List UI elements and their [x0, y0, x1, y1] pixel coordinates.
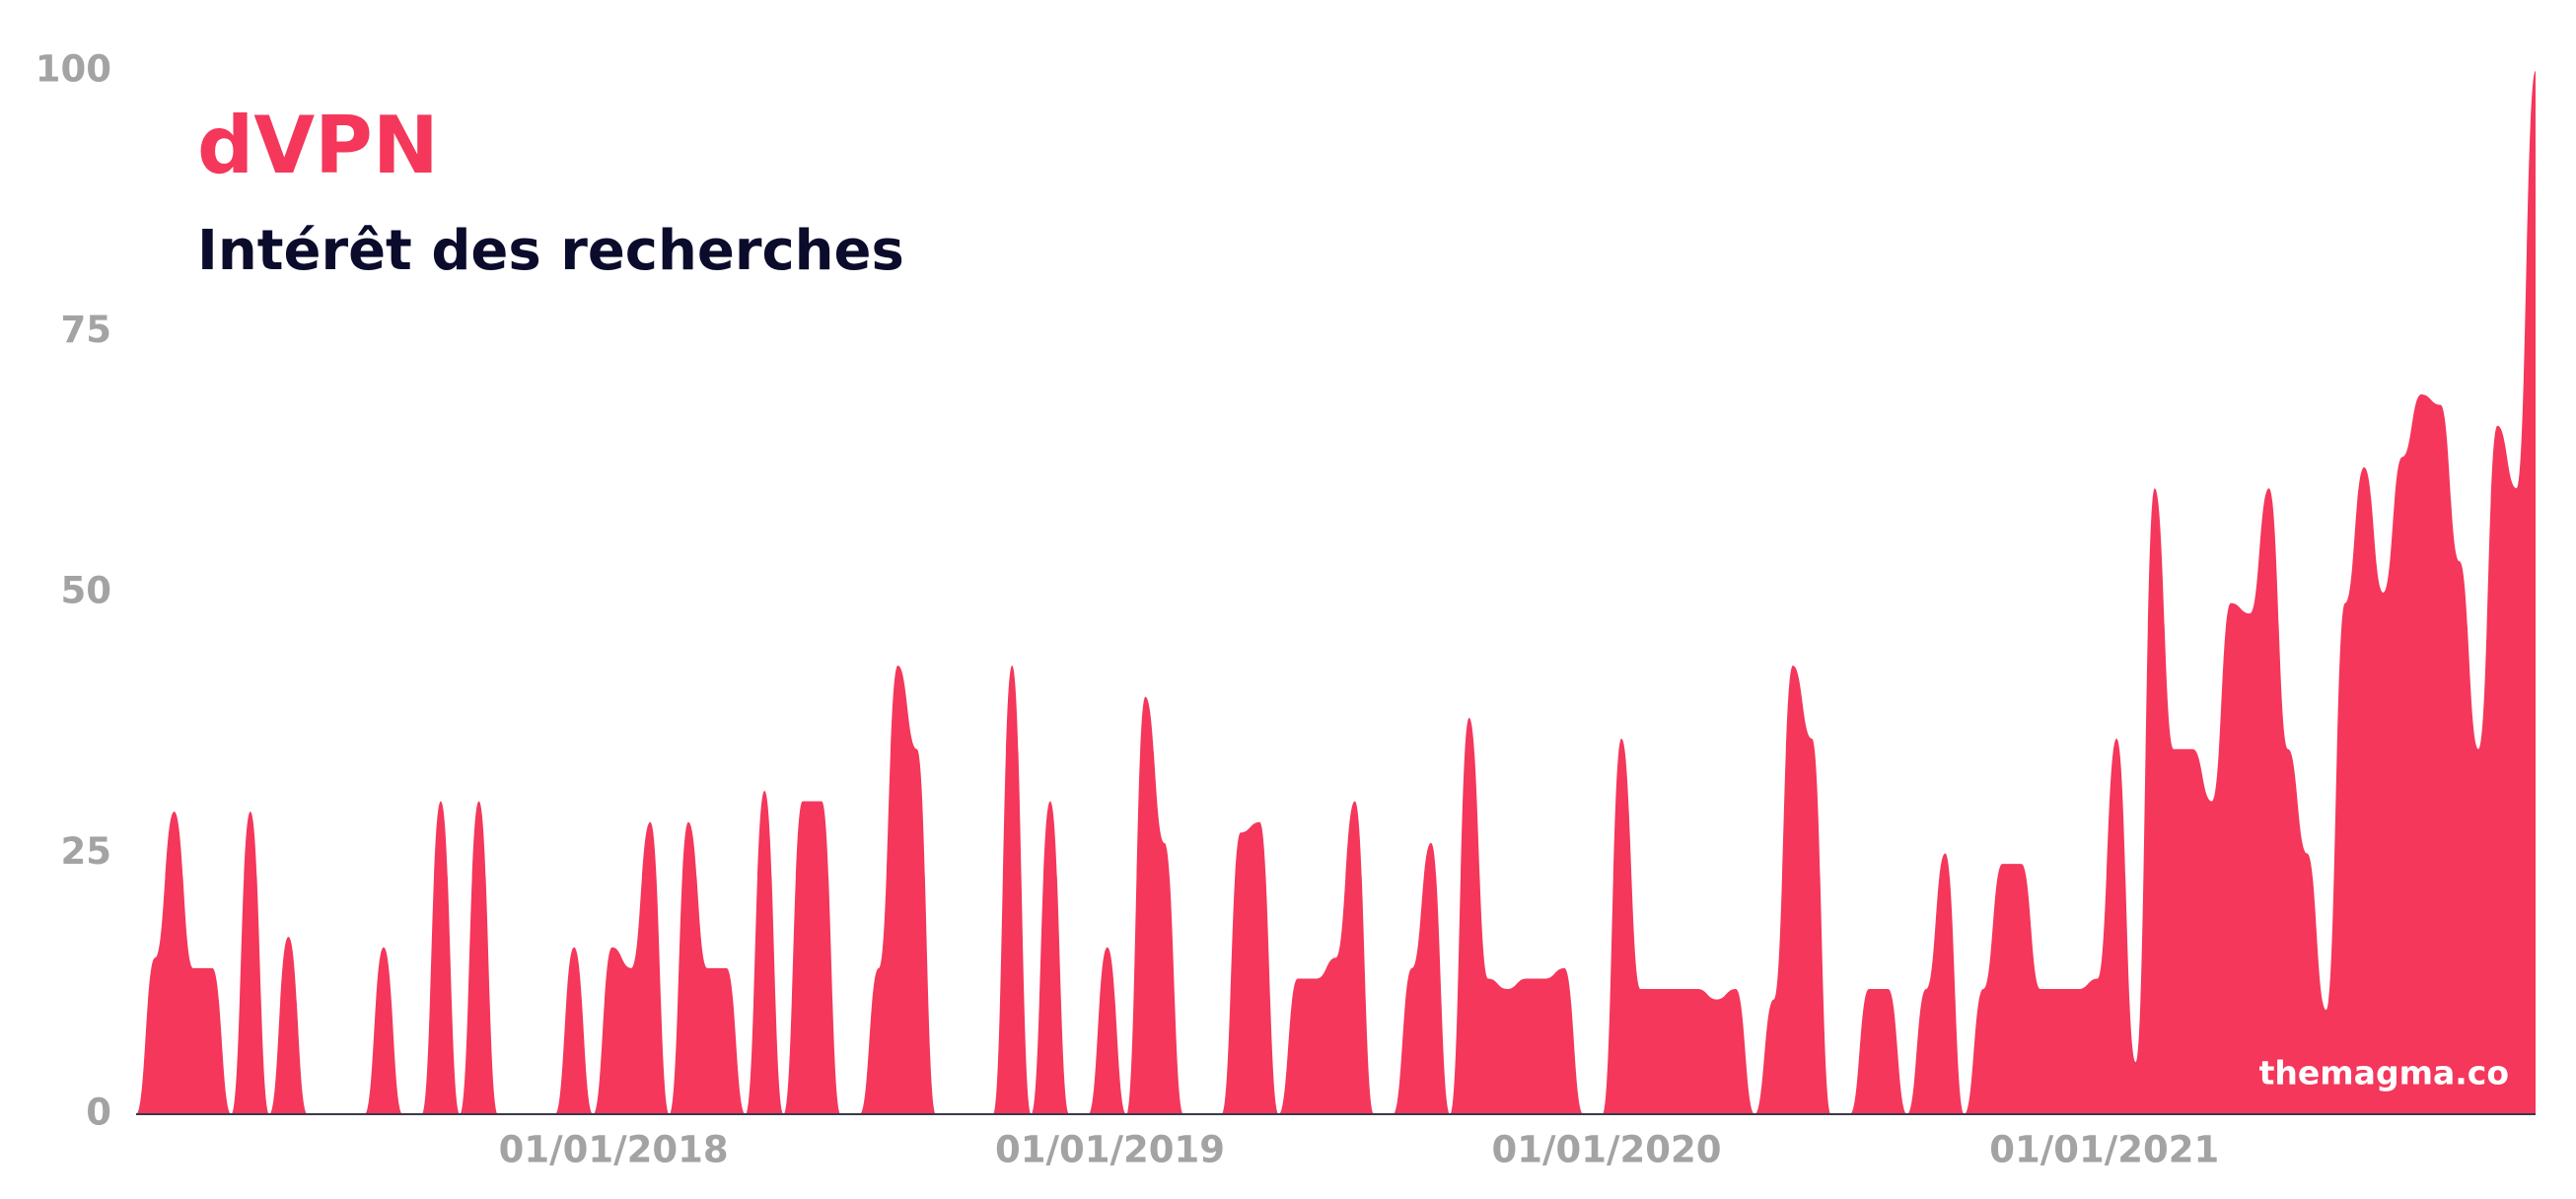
area-layer — [136, 71, 2536, 1115]
x-tick-label: 01/01/2018 — [499, 1129, 729, 1171]
y-tick-label: 75 — [61, 309, 112, 351]
area — [136, 71, 2536, 1114]
y-tick-label: 25 — [61, 830, 112, 873]
chart-title: dVPN — [197, 100, 439, 191]
y-tick-label: 100 — [36, 48, 111, 91]
x-tick-label: 01/01/2020 — [1491, 1129, 1721, 1171]
watermark: themagma.co — [2259, 1054, 2509, 1093]
x-tick-label: 01/01/2021 — [1989, 1129, 2219, 1171]
x-tick-label: 01/01/2019 — [995, 1129, 1225, 1171]
chart-subtitle: Intérêt des recherches — [197, 219, 904, 283]
y-tick-label: 0 — [86, 1092, 111, 1134]
y-tick-label: 50 — [61, 570, 112, 612]
